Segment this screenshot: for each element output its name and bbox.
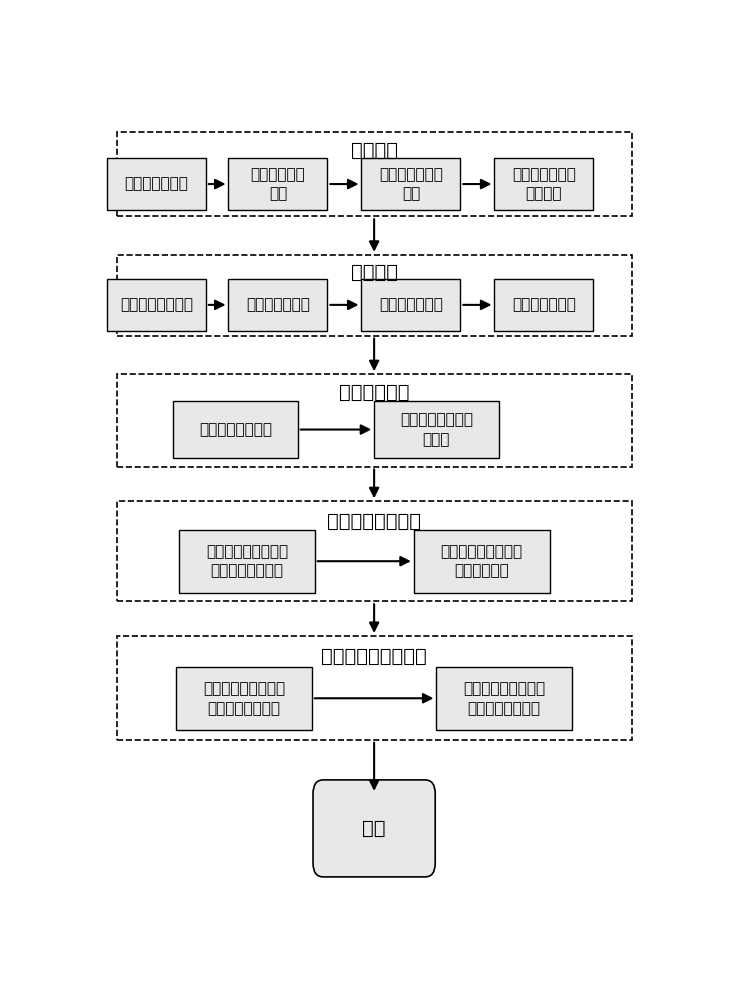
Bar xyxy=(173,401,298,458)
Text: 刚体动力学建模: 刚体动力学建模 xyxy=(124,177,188,192)
Bar xyxy=(117,255,631,336)
Text: 中心体模态分析: 中心体模态分析 xyxy=(246,297,310,312)
Bar xyxy=(228,158,328,210)
Text: 结束: 结束 xyxy=(362,819,386,838)
Text: 非线性有限元建模: 非线性有限元建模 xyxy=(120,297,193,312)
Bar xyxy=(107,279,206,331)
Bar xyxy=(176,667,312,730)
Text: 力学环境描述: 力学环境描述 xyxy=(339,383,410,402)
Bar xyxy=(437,667,572,730)
Text: 获取中心体激
励力: 获取中心体激 励力 xyxy=(250,167,305,201)
Text: 激励力的傅立叶
变换: 激励力的傅立叶 变换 xyxy=(379,167,443,201)
Text: 确定模型降阶的
截止频率: 确定模型降阶的 截止频率 xyxy=(512,167,576,201)
Text: 中心体模型降阶: 中心体模型降阶 xyxy=(379,297,443,312)
Text: 同一工况待测区域节
点冲击响应谱包络: 同一工况待测区域节 点冲击响应谱包络 xyxy=(206,544,288,579)
Bar xyxy=(117,374,631,466)
Text: 确定最大期望环境: 确定最大期望环境 xyxy=(327,512,421,531)
Text: 响应预测: 响应预测 xyxy=(350,263,398,282)
Bar xyxy=(414,530,550,593)
Text: 所有工况待测区域包
络谱的再包络: 所有工况待测区域包 络谱的再包络 xyxy=(440,544,523,579)
Bar xyxy=(494,158,593,210)
Text: 提取响应点加速度: 提取响应点加速度 xyxy=(199,422,272,437)
Bar xyxy=(374,401,499,458)
Bar xyxy=(179,530,315,593)
Bar xyxy=(107,158,206,210)
Bar xyxy=(361,279,461,331)
FancyBboxPatch shape xyxy=(313,780,435,877)
Text: 激励预测: 激励预测 xyxy=(350,141,398,160)
Bar xyxy=(117,132,631,216)
Text: 加速度转化为冲击
响应谱: 加速度转化为冲击 响应谱 xyxy=(400,412,473,447)
Bar xyxy=(117,636,631,740)
Text: 正弦振动环境等效为
加速度冲击响应谱: 正弦振动环境等效为 加速度冲击响应谱 xyxy=(203,681,285,716)
Bar xyxy=(228,279,328,331)
Bar xyxy=(361,158,461,210)
Text: 月面软着陆仿真: 月面软着陆仿真 xyxy=(512,297,576,312)
Bar xyxy=(494,279,593,331)
Text: 随机振动环境等效为
加速度冲击响应谱: 随机振动环境等效为 加速度冲击响应谱 xyxy=(463,681,545,716)
Bar xyxy=(117,501,631,601)
Text: 确定设计及测试条件: 确定设计及测试条件 xyxy=(321,647,427,666)
